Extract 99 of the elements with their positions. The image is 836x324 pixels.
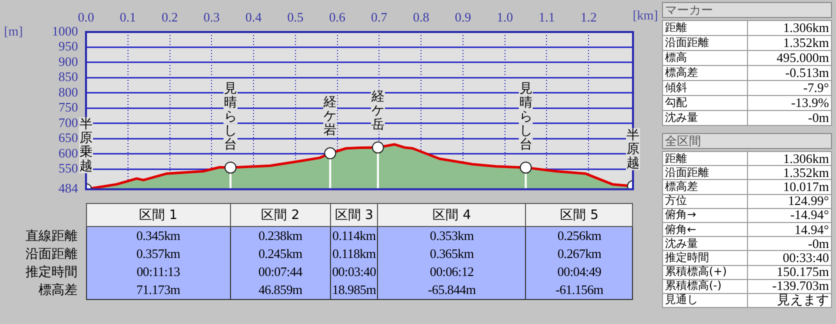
text: 0.256km	[557, 228, 602, 243]
text: 0.245km	[258, 246, 302, 261]
annotation: 見晴らし台	[224, 81, 237, 152]
text: 10.017m	[783, 178, 829, 194]
x-tick-label: 0.8	[412, 10, 430, 25]
annotation: 経ケ岳	[370, 89, 384, 132]
text: 0.114km	[332, 228, 376, 243]
category-label: 標高差	[38, 283, 78, 298]
x-tick-label: 0.5	[287, 10, 304, 25]
category-label: 推定時間	[665, 250, 709, 264]
text: 全区間	[662, 133, 832, 149]
category-label: 推定時間	[26, 265, 78, 280]
y-tick-label: 700	[58, 114, 78, 130]
y-tick-label: 750	[58, 100, 78, 115]
y-tick-label: 1000	[52, 23, 78, 38]
category-label: 沿面距離	[665, 166, 709, 179]
annotation: 見晴らし台	[519, 81, 532, 152]
x-tick-label: 0.6	[329, 10, 346, 25]
text: 71.173m	[136, 282, 180, 297]
text: 00:11:13	[136, 264, 180, 279]
x-tick-label: 0.9	[454, 10, 472, 25]
category-label: 距離	[665, 152, 687, 165]
y-tick-label: 900	[58, 54, 78, 69]
text: -61.156m	[555, 282, 604, 297]
category-label: 累積標高(+)	[665, 265, 727, 278]
category-label: 直線距離	[26, 228, 78, 244]
text: 0.353km	[430, 228, 474, 243]
y-axis-title: [m]	[4, 23, 23, 38]
text: -0m	[808, 110, 829, 125]
x-tick-label: 0.2	[162, 10, 178, 25]
category-label: 標高差	[665, 66, 698, 79]
category-label: 俯角→	[665, 208, 696, 222]
x-tick-label: 0.4	[245, 10, 262, 25]
text: 495.000m	[776, 50, 829, 65]
x-tick-label: 0.1	[120, 10, 136, 25]
text: 1.306km	[783, 20, 829, 35]
text: 00:07:44	[258, 264, 302, 279]
category-label: 区間 3	[330, 204, 378, 226]
x-tick-label: 0.0	[78, 10, 94, 25]
category-label: 累積標高(-)	[665, 279, 722, 292]
category-label: 区間 4	[378, 204, 526, 226]
text: 0.238km	[258, 228, 302, 243]
text: 0.357km	[136, 246, 180, 261]
text: -65.844m	[428, 282, 476, 297]
x-axis-title: [km]	[632, 7, 658, 22]
text: 1.306km	[783, 150, 829, 166]
y-tick-label: 550	[58, 160, 78, 176]
text: 00:33:40	[782, 250, 829, 265]
text: -7.9°	[803, 80, 829, 95]
text: -0.513m	[785, 65, 829, 80]
y-tick-label: 650	[58, 130, 78, 146]
category-label: 沈み量	[665, 111, 698, 124]
text: 00:06:12	[430, 264, 474, 279]
text: 1.352km	[783, 164, 829, 180]
text: 00:04:49	[557, 264, 602, 279]
x-tick-label: 0.3	[204, 10, 220, 25]
text: 0.267km	[557, 246, 602, 261]
text: 0.118km	[332, 246, 376, 261]
category-label: 距離	[665, 21, 687, 34]
category-label: 方位	[665, 194, 687, 208]
category-label: 区間 1	[86, 204, 230, 226]
y-tick-label: 600	[58, 145, 78, 160]
category-label: 傾斜	[665, 81, 687, 94]
category-label: 標高	[665, 51, 687, 64]
category-label: 区間 2	[230, 204, 330, 226]
category-label: 沿面距離	[26, 247, 78, 262]
text: 18.985m	[332, 282, 376, 297]
category-label: 区間 5	[526, 204, 633, 226]
category-label: 標高差	[665, 180, 698, 193]
annotation: 経ケ岩	[322, 95, 337, 138]
category-label: 勾配	[665, 96, 687, 109]
category-label: 見通し	[665, 293, 698, 306]
text: 1.352km	[783, 35, 829, 50]
category-label: 沿面距離	[665, 36, 709, 49]
category-label: 俯角←	[665, 222, 696, 236]
y-tick-label: 950	[58, 38, 78, 54]
y-tick-label: 484	[58, 180, 78, 196]
text: 見えます	[777, 292, 829, 308]
text: -13.9%	[791, 95, 829, 110]
text: -0m	[808, 236, 829, 251]
text: マーカー	[662, 2, 832, 18]
text: -139.703m	[772, 278, 829, 294]
y-tick-label: 800	[58, 84, 78, 100]
x-tick-label: 0.7	[371, 10, 388, 25]
annotation: 半原越	[626, 128, 640, 172]
annotation: 半原乗越	[80, 117, 92, 174]
text: 14.94°	[794, 222, 829, 237]
text: 150.175m	[776, 264, 829, 280]
text: 0.365km	[430, 246, 474, 261]
text: 124.99°	[788, 193, 829, 208]
category-label: 沈み量	[665, 236, 698, 250]
x-tick-label: 1.1	[538, 10, 555, 25]
x-tick-label: 1.2	[580, 10, 597, 25]
y-tick-label: 850	[58, 69, 78, 84]
text: 00:03:40	[332, 264, 376, 279]
text: -14.94°	[790, 207, 829, 222]
text: 0.345km	[136, 228, 180, 243]
text: 46.859m	[258, 282, 302, 297]
x-tick-label: 1.0	[496, 10, 513, 25]
